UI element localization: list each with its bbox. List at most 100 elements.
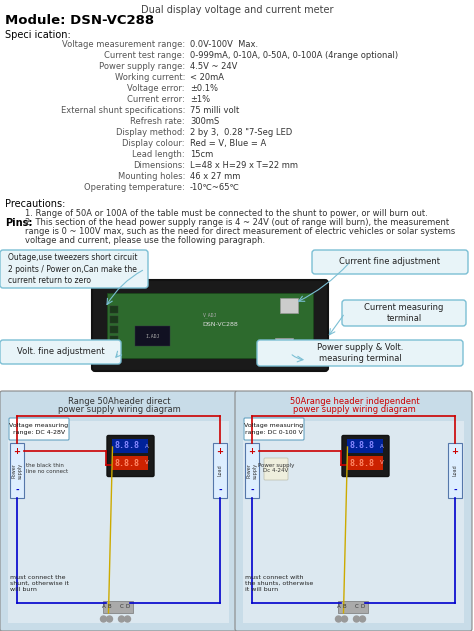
Text: 15cm: 15cm	[190, 150, 213, 159]
FancyBboxPatch shape	[0, 250, 148, 288]
Text: 8.8.8: 8.8.8	[115, 442, 140, 451]
FancyBboxPatch shape	[338, 601, 368, 613]
Text: Voltage measuring
range: DC 4-28V: Voltage measuring range: DC 4-28V	[9, 423, 69, 435]
FancyBboxPatch shape	[257, 340, 463, 366]
Text: Load: Load	[218, 464, 222, 476]
Text: 2. This section of the head power supply range is 4 ~ 24V (out of range will bur: 2. This section of the head power supply…	[25, 218, 449, 227]
FancyBboxPatch shape	[312, 250, 468, 274]
Text: 0.0V-100V  Max.: 0.0V-100V Max.	[190, 40, 258, 49]
Text: Power supply
Dc 4-24V: Power supply Dc 4-24V	[258, 463, 294, 473]
FancyBboxPatch shape	[107, 435, 154, 476]
FancyBboxPatch shape	[243, 421, 464, 623]
Text: range is 0 ~ 100V max, such as the need for direct measurement of electric vehic: range is 0 ~ 100V max, such as the need …	[25, 227, 455, 236]
Text: Mounting holes:: Mounting holes:	[118, 172, 185, 181]
Text: Operating temperature:: Operating temperature:	[84, 183, 185, 192]
Text: B: B	[108, 604, 111, 610]
Text: External shunt specifications:: External shunt specifications:	[61, 106, 185, 115]
Circle shape	[100, 616, 107, 622]
Circle shape	[118, 616, 125, 622]
FancyBboxPatch shape	[110, 306, 118, 313]
Text: Precautions:: Precautions:	[5, 199, 65, 209]
FancyBboxPatch shape	[8, 421, 229, 623]
Text: D: D	[360, 604, 365, 610]
Text: +: +	[452, 447, 458, 456]
FancyBboxPatch shape	[342, 300, 466, 326]
FancyBboxPatch shape	[10, 443, 24, 498]
Text: ±0.1%: ±0.1%	[190, 84, 218, 93]
FancyBboxPatch shape	[92, 280, 328, 371]
Text: Range 50Aheader direct: Range 50Aheader direct	[68, 397, 171, 406]
Text: Current fine adjustment: Current fine adjustment	[339, 257, 440, 266]
FancyBboxPatch shape	[107, 293, 313, 358]
Text: Voltage measuring
range: DC 0-100 V: Voltage measuring range: DC 0-100 V	[245, 423, 303, 435]
Text: 8.8.8: 8.8.8	[350, 459, 375, 468]
FancyBboxPatch shape	[110, 336, 118, 343]
FancyBboxPatch shape	[110, 346, 118, 353]
Text: 2 by 3,  0.28 "7-Seg LED: 2 by 3, 0.28 "7-Seg LED	[190, 128, 292, 137]
Text: -10℃~65℃: -10℃~65℃	[190, 183, 240, 192]
Text: C: C	[355, 604, 358, 610]
Text: Current measuring
terminal: Current measuring terminal	[365, 303, 444, 323]
Text: Module: DSN-VC288: Module: DSN-VC288	[5, 14, 154, 27]
Text: Red = V, Blue = A: Red = V, Blue = A	[190, 139, 266, 148]
Text: ±1%: ±1%	[190, 95, 210, 104]
FancyBboxPatch shape	[280, 298, 298, 313]
Text: Voltage measurement range:: Voltage measurement range:	[62, 40, 185, 49]
FancyBboxPatch shape	[235, 391, 472, 631]
Text: +: +	[248, 447, 255, 456]
Text: L=48 x H=29 x T=22 mm: L=48 x H=29 x T=22 mm	[190, 161, 298, 170]
Text: must connect the
shunt, otherwise it
will burn: must connect the shunt, otherwise it wil…	[10, 575, 69, 593]
Text: Speci ication:: Speci ication:	[5, 30, 71, 40]
FancyBboxPatch shape	[0, 340, 121, 364]
FancyBboxPatch shape	[110, 326, 118, 333]
Text: C: C	[119, 604, 123, 610]
FancyBboxPatch shape	[264, 458, 288, 480]
Text: power supply wiring diagram: power supply wiring diagram	[293, 405, 416, 414]
Text: 300mS: 300mS	[190, 117, 219, 126]
Text: 0-999mA, 0-10A, 0-50A, 0-100A (4range optional): 0-999mA, 0-10A, 0-50A, 0-100A (4range op…	[190, 51, 398, 60]
Text: Load: Load	[453, 464, 457, 476]
FancyBboxPatch shape	[448, 443, 462, 498]
FancyBboxPatch shape	[103, 601, 134, 613]
Text: Outage,use tweezers short circuit
2 points / Power on,Can make the
current retur: Outage,use tweezers short circuit 2 poin…	[8, 253, 137, 285]
Text: Power supply range:: Power supply range:	[99, 62, 185, 71]
FancyBboxPatch shape	[112, 439, 148, 453]
FancyBboxPatch shape	[213, 443, 227, 498]
Text: Refresh rate:: Refresh rate:	[130, 117, 185, 126]
Text: Display colour:: Display colour:	[122, 139, 185, 148]
Circle shape	[359, 616, 365, 622]
FancyBboxPatch shape	[342, 435, 389, 476]
FancyBboxPatch shape	[110, 316, 118, 323]
Text: Current error:: Current error:	[127, 95, 185, 104]
Text: < 20mA: < 20mA	[190, 73, 224, 82]
Text: 8.8.8: 8.8.8	[350, 442, 375, 451]
Text: B: B	[343, 604, 346, 610]
Text: 1. Range of 50A or 100A of the table must be connected to the shunt to power, or: 1. Range of 50A or 100A of the table mus…	[25, 209, 428, 218]
Text: +: +	[13, 447, 20, 456]
Circle shape	[125, 616, 130, 622]
Text: V: V	[380, 461, 383, 466]
Text: voltage and current, please use the following paragraph.: voltage and current, please use the foll…	[25, 236, 265, 245]
FancyBboxPatch shape	[135, 326, 170, 346]
Text: Power
supply: Power supply	[11, 463, 22, 478]
FancyBboxPatch shape	[244, 418, 304, 440]
Text: the black thin
line no connect: the black thin line no connect	[26, 463, 68, 475]
FancyBboxPatch shape	[275, 338, 293, 350]
Text: A: A	[101, 604, 105, 610]
Text: A: A	[337, 604, 340, 610]
Circle shape	[341, 616, 347, 622]
Circle shape	[336, 616, 341, 622]
Text: power supply wiring diagram: power supply wiring diagram	[58, 405, 181, 414]
FancyBboxPatch shape	[0, 391, 237, 631]
Text: +: +	[217, 447, 224, 456]
Text: -: -	[15, 485, 19, 495]
Text: V: V	[145, 461, 148, 466]
Text: 75 milli volt: 75 milli volt	[190, 106, 239, 115]
Text: must connect with
the shunts, otherwise
it will burn: must connect with the shunts, otherwise …	[245, 575, 313, 593]
FancyBboxPatch shape	[347, 456, 383, 470]
Text: -: -	[218, 485, 222, 495]
Text: Voltage error:: Voltage error:	[128, 84, 185, 93]
Text: Current test range:: Current test range:	[104, 51, 185, 60]
Text: Pins:: Pins:	[5, 218, 32, 228]
Text: Power
supply: Power supply	[246, 463, 257, 478]
